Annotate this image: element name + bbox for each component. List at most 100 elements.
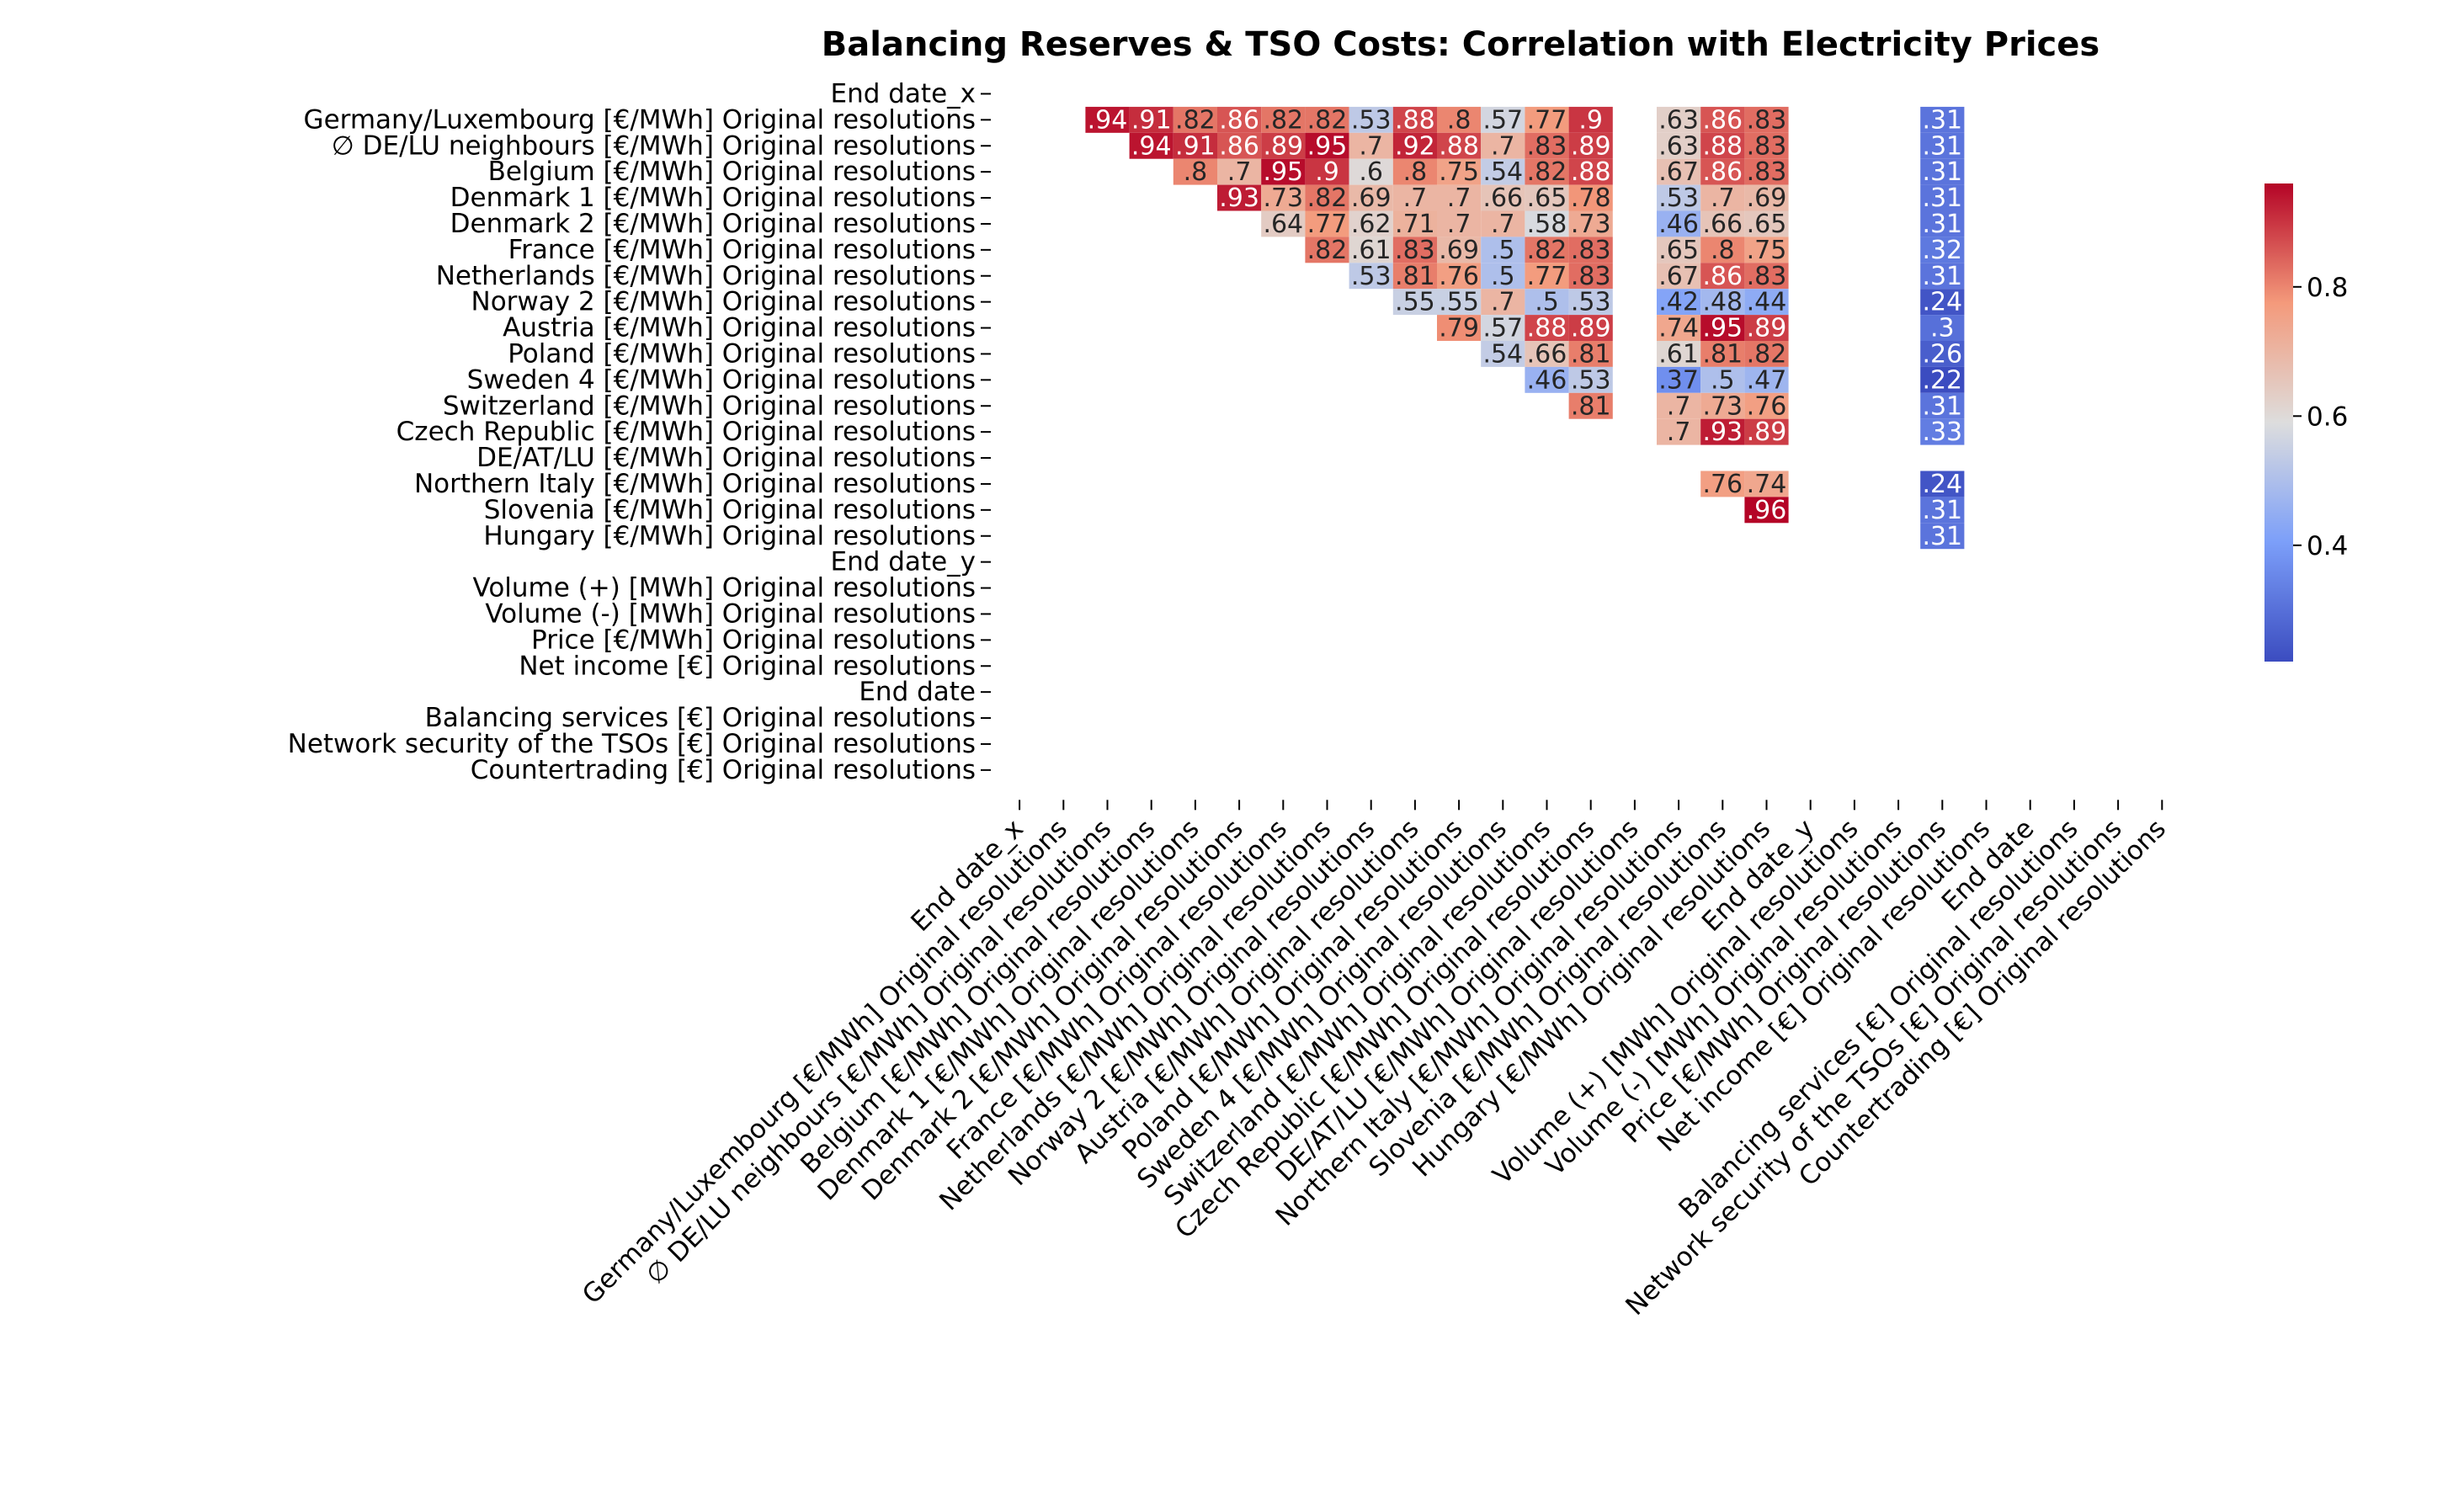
- heatmap-cell: [1481, 106, 1525, 133]
- cell-value-label: .61: [1351, 236, 1392, 265]
- cell-value-label: .37: [1658, 365, 1699, 395]
- cell-value-label: .82: [1527, 157, 1567, 187]
- cell-value-label: .82: [1175, 105, 1216, 135]
- heatmap-cell: [1349, 106, 1393, 133]
- heatmap-cell: [1173, 132, 1217, 159]
- heatmap-cell: [1568, 289, 1613, 316]
- cell-value-label: .48: [1702, 288, 1743, 317]
- heatmap-cell: [1217, 184, 1262, 211]
- cell-value-label: .7: [1711, 183, 1735, 213]
- cell-value-label: .24: [1922, 288, 1962, 317]
- y-tick-label: Net income [€] Original resolutions: [519, 651, 976, 681]
- heatmap-cell: [1920, 210, 1965, 237]
- cell-value-label: .31: [1922, 496, 1962, 525]
- cell-value-label: .76: [1439, 262, 1479, 291]
- heatmap-cell: [1129, 106, 1173, 133]
- heatmap-cell: [1700, 392, 1745, 419]
- cell-value-label: .89: [1571, 131, 1611, 161]
- heatmap-cell: [1481, 289, 1525, 316]
- y-tick-label: End date: [859, 677, 976, 707]
- heatmap-cell: [1525, 210, 1569, 237]
- cell-value-label: .79: [1439, 314, 1479, 343]
- heatmap-cell: [1920, 289, 1965, 316]
- heatmap-cell: [1173, 106, 1217, 133]
- cell-value-label: .47: [1747, 365, 1787, 395]
- y-tick-label: Slovenia [€/MWh] Original resolutions: [484, 495, 976, 525]
- heatmap-cell: [1657, 263, 1701, 290]
- cell-value-label: .83: [1747, 157, 1787, 187]
- cell-value-label: .8: [1711, 236, 1735, 265]
- colorbar-gradient: [2264, 183, 2293, 662]
- cell-value-label: .8: [1447, 105, 1471, 135]
- cell-value-label: .7: [1403, 183, 1428, 213]
- heatmap-cell: [1173, 158, 1217, 185]
- cell-value-label: .82: [1747, 339, 1787, 369]
- heatmap-cell: [1392, 210, 1437, 237]
- y-tick-label: France [€/MWh] Original resolutions: [508, 235, 976, 265]
- heatmap-cell: [1392, 289, 1437, 316]
- heatmap-cell: [1744, 341, 1789, 367]
- heatmap-cell: [1920, 106, 1965, 133]
- heatmap-cell: [1437, 315, 1482, 341]
- heatmap-cell: [1525, 106, 1569, 133]
- y-tick-label: Germany/Luxembourg [€/MWh] Original reso…: [304, 104, 976, 135]
- cell-value-label: .7: [1359, 131, 1383, 161]
- cell-value-label: .5: [1711, 365, 1735, 395]
- cell-value-label: .81: [1702, 339, 1743, 369]
- cell-value-label: .89: [1263, 131, 1303, 161]
- cell-value-label: .31: [1922, 391, 1962, 421]
- heatmap-cell: [1305, 210, 1349, 237]
- cell-value-label: .91: [1131, 105, 1172, 135]
- cell-value-label: .82: [1527, 236, 1567, 265]
- heatmap-cell: [1744, 184, 1789, 211]
- heatmap-cell: [1744, 497, 1789, 524]
- heatmap-cell: [1700, 289, 1745, 316]
- heatmap-cell: [1217, 158, 1262, 185]
- heatmap-cell: [1657, 106, 1701, 133]
- cell-value-label: .62: [1351, 210, 1392, 239]
- heatmap-cell: [1261, 184, 1306, 211]
- heatmap-cell: [1349, 210, 1393, 237]
- cell-value-label: .76: [1747, 391, 1787, 421]
- cell-value-label: .24: [1922, 470, 1962, 499]
- cell-value-label: .42: [1658, 288, 1699, 317]
- heatmap-cell: [1700, 132, 1745, 159]
- heatmap-cell: [1744, 366, 1789, 393]
- heatmap-cell: [1744, 418, 1789, 445]
- heatmap-cell: [1261, 132, 1306, 159]
- heatmap-cell: [1568, 237, 1613, 263]
- cell-value-label: .83: [1747, 105, 1787, 135]
- cell-value-label: .61: [1658, 339, 1699, 369]
- y-tick-label: Hungary [€/MWh] Original resolutions: [483, 521, 976, 551]
- heatmap-cell: [1261, 106, 1306, 133]
- cell-value-label: .7: [1447, 210, 1471, 239]
- heatmap-cell: [1744, 392, 1789, 419]
- colorbar-tick-label: 0.4: [2307, 531, 2348, 561]
- cell-value-label: .46: [1527, 365, 1567, 395]
- cell-value-label: .54: [1482, 157, 1523, 187]
- heatmap-cell: [1568, 210, 1613, 237]
- heatmap-cell: [1437, 184, 1482, 211]
- heatmap-cell: [1700, 106, 1745, 133]
- heatmap-cell: [1481, 158, 1525, 185]
- heatmap-cell: [1525, 341, 1569, 367]
- cell-value-label: .74: [1658, 314, 1699, 343]
- heatmap-cell: [1700, 471, 1745, 497]
- y-tick-label: ∅ DE/LU neighbours [€/MWh] Original reso…: [332, 130, 976, 161]
- heatmap-cell: [1305, 158, 1349, 185]
- cell-value-label: .31: [1922, 183, 1962, 213]
- cell-value-label: .89: [1747, 314, 1787, 343]
- cell-value-label: .7: [1667, 391, 1691, 421]
- cell-value-label: .88: [1439, 131, 1479, 161]
- heatmap-cell: [1744, 210, 1789, 237]
- heatmap-cell: [1437, 210, 1482, 237]
- heatmap-cell: [1657, 418, 1701, 445]
- cell-value-label: .88: [1571, 157, 1611, 187]
- heatmap-cell: [1657, 366, 1701, 393]
- heatmap-cell: [1261, 210, 1306, 237]
- cell-value-label: .44: [1747, 288, 1787, 317]
- y-tick-label: Price [€/MWh] Original resolutions: [531, 625, 976, 655]
- heatmap-cell: [1920, 158, 1965, 185]
- heatmap-cell: [1920, 523, 1965, 550]
- heatmap-cell: [1085, 106, 1130, 133]
